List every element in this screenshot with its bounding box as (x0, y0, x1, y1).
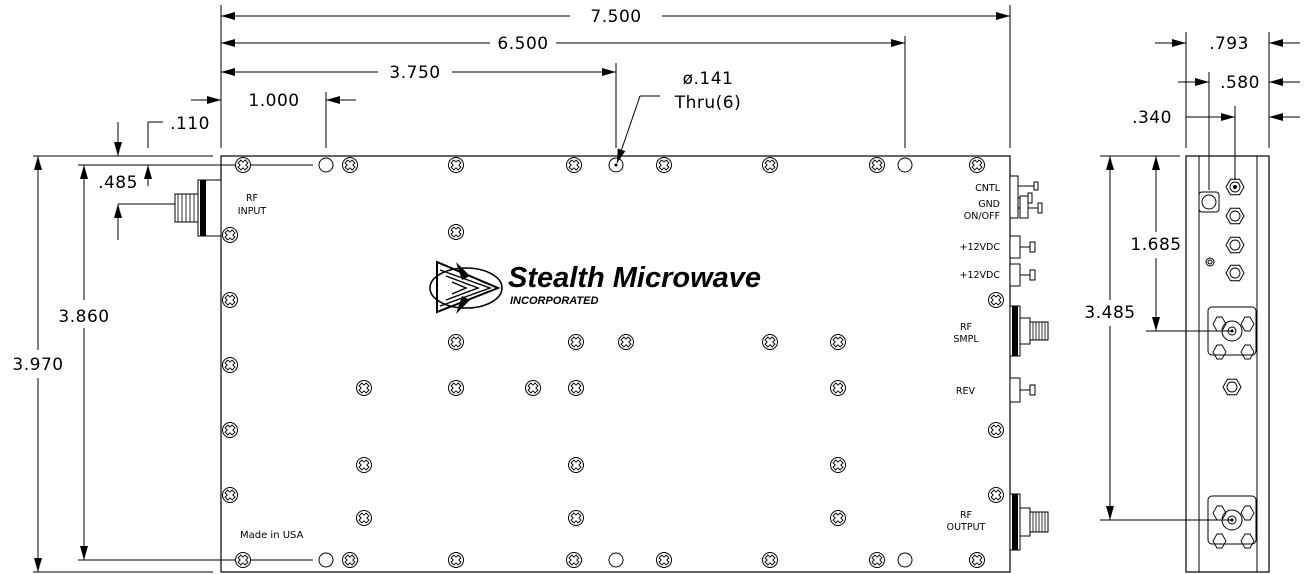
rf-smpl-label-2: SMPL (953, 334, 979, 345)
rf-smpl-label-1: RF (960, 322, 972, 333)
main-body-outline (220, 155, 1011, 573)
cntl-label: CNTL (975, 183, 1001, 194)
rf-output-label-2: OUTPUT (947, 522, 986, 533)
dim-hole-x1: 3.750 (221, 63, 617, 148)
vdc-1-label: +12VDC (960, 242, 1001, 253)
dim-edge-inset-label: .110 (170, 114, 210, 134)
brand-subtitle: INCORPORATED (510, 295, 598, 307)
made-in-label: Made in USA (240, 530, 304, 541)
brand-name: Stealth Microwave (508, 262, 761, 294)
gnd-label: GND (978, 199, 1000, 210)
dim-side-edge-x-label: .340 (1132, 108, 1172, 128)
rf-input-label-1: RF (246, 193, 258, 204)
logo-mark-icon (429, 260, 503, 314)
hole-note: ø.141 Thru(6) (616, 69, 742, 164)
rev-label: REV (956, 386, 976, 397)
dim-side-conn-x: .580 (1178, 72, 1300, 190)
dim-rf-input-y: .485 (78, 164, 313, 240)
dim-rf-smpl-y: 1.685 (1130, 155, 1232, 332)
dim-hole-x2-label: 6.500 (497, 34, 548, 54)
dim-hole-spacing-y-label: 3.860 (58, 307, 109, 327)
hole-qty: Thru(6) (674, 93, 742, 113)
dim-hole-x2: 6.500 (221, 34, 906, 148)
dim-side-conn-x-label: .580 (1220, 73, 1260, 93)
rf-input-label-2: INPUT (238, 206, 267, 217)
dim-overall-height-label: 3.970 (12, 355, 63, 375)
dim-edge-inset: .110 (33, 114, 213, 157)
dim-rf-output-y-label: 3.485 (1084, 303, 1135, 323)
side-view (1185, 155, 1270, 573)
dim-side-edge-x: .340 (1132, 106, 1300, 180)
dim-hole-spacing-y: 3.860 (58, 165, 313, 561)
dim-hole-x0: 1.000 (191, 91, 356, 148)
dim-side-width-label: .793 (1209, 34, 1249, 54)
dim-hole-x1-label: 3.750 (389, 63, 440, 83)
right-connectors (1009, 175, 1049, 551)
dim-rf-smpl-y-label: 1.685 (1130, 235, 1181, 255)
dim-rf-input-y-label: .485 (98, 173, 138, 193)
dim-overall-height: 3.970 (12, 156, 213, 573)
vdc-2-label: +12VDC (960, 270, 1001, 281)
dim-hole-x0-label: 1.000 (248, 91, 299, 111)
hole-size: ø.141 (683, 69, 734, 89)
dim-side-width: .793 (1155, 32, 1300, 148)
brand-logo: Stealth Microwave INCORPORATED (429, 260, 761, 314)
on-off-label: ON/OFF (964, 211, 1000, 222)
dim-overall-width-label: 7.500 (590, 7, 641, 27)
dim-overall-width: 7.500 (220, 5, 1011, 148)
dim-rf-output-y: 3.485 (1084, 155, 1232, 521)
mounting-holes (318, 157, 913, 568)
rf-output-label-1: RF (960, 510, 972, 521)
